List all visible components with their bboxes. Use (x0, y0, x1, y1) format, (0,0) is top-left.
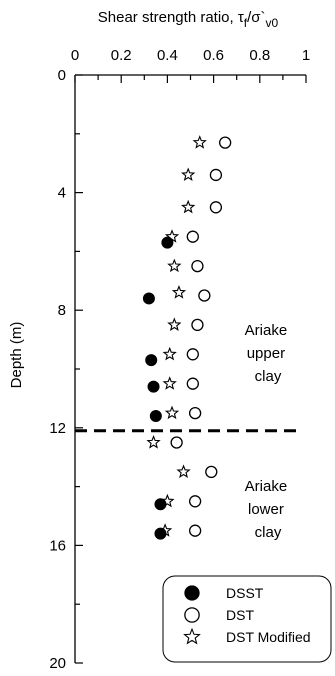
dsst-point (154, 498, 167, 511)
dst-modified-point (146, 434, 161, 449)
data-points (142, 135, 232, 540)
x-axis-title-sub-f: f (244, 16, 248, 30)
legend-marker-dst (184, 607, 200, 623)
dst-modified-point (181, 199, 196, 214)
x-tick-label: 0.4 (157, 47, 178, 64)
dsst-point (161, 236, 174, 249)
x-tick-label: 0 (71, 47, 79, 64)
dst-point (188, 406, 202, 420)
legend-label-dsst: DSST (226, 585, 264, 601)
dst-point (186, 377, 199, 390)
x-axis-title-main: Shear strength ratio, τ (98, 9, 244, 26)
annotation-lower-line-1: Ariake (245, 478, 288, 495)
y-tick-label: 16 (49, 537, 66, 554)
y-tick-label: 8 (58, 302, 66, 319)
annotation-upper-line-1: Ariake (245, 322, 288, 339)
dsst-point (149, 410, 162, 423)
dst-modified-point (162, 376, 177, 390)
x-tick-label: 0.8 (249, 47, 270, 64)
dst-point (186, 348, 199, 361)
legend-label-dst: DST (226, 607, 254, 623)
x-ticks: 0 0.2 0.4 0.6 0.8 1 (71, 47, 310, 83)
dst-point (170, 436, 183, 449)
y-tick-label: 20 (49, 655, 66, 672)
dst-modified-point (164, 405, 180, 420)
legend-box (162, 575, 332, 663)
dsst-point (142, 292, 155, 305)
dst-point (198, 289, 211, 302)
dst-modified-point (181, 167, 196, 182)
x-axis-title: Shear strength ratio, τf/σ`v0 (98, 9, 279, 30)
legend-label-dst-modified: DST Modified (226, 629, 311, 645)
annotation-upper-line-3: clay (255, 368, 282, 385)
y-axis-title: Depth (m) (8, 322, 25, 389)
y-tick-label: 4 (58, 185, 66, 202)
dst-point (209, 201, 223, 214)
annotation-lower-line-3: clay (255, 524, 282, 541)
dst-modified-point (167, 317, 182, 331)
dst-point (218, 136, 232, 149)
legend: DSST DST DST Modified (162, 575, 332, 663)
dst-point (186, 230, 199, 243)
dst-point (209, 168, 223, 182)
x-tick-label: 0.6 (203, 47, 224, 64)
y-ticks: 0 4 8 12 16 20 (49, 67, 83, 672)
dst-point (205, 465, 218, 479)
dst-modified-point (176, 464, 191, 478)
annotation-lower-clay: Ariake lower clay (245, 478, 292, 541)
dst-point (191, 259, 204, 273)
dst-modified-point (171, 285, 187, 299)
annotation-upper-line-2: upper (247, 345, 285, 362)
x-tick-label: 0.2 (111, 47, 132, 64)
legend-marker-dst-modified (183, 627, 201, 645)
dst-modified-point (167, 258, 182, 273)
annotation-upper-clay: Ariake upper clay (245, 322, 292, 385)
dst-modified-point (162, 346, 177, 361)
dst-point (191, 318, 204, 332)
dsst-point (147, 380, 160, 393)
x-axis-title-sep: /σ` (247, 9, 265, 26)
legend-markers (183, 585, 201, 645)
x-tick-label: 1 (302, 47, 310, 64)
dst-point (188, 495, 202, 508)
dsst-point (145, 354, 158, 367)
y-tick-label: 12 (49, 420, 66, 437)
x-axis-title-sub-v0: v0 (266, 16, 279, 30)
dst-point (188, 524, 202, 537)
dsst-point (154, 527, 167, 540)
legend-marker-dsst (184, 585, 200, 601)
dst-modified-point (192, 135, 207, 149)
y-tick-label: 0 (58, 67, 66, 84)
annotation-lower-line-2: lower (248, 501, 284, 518)
